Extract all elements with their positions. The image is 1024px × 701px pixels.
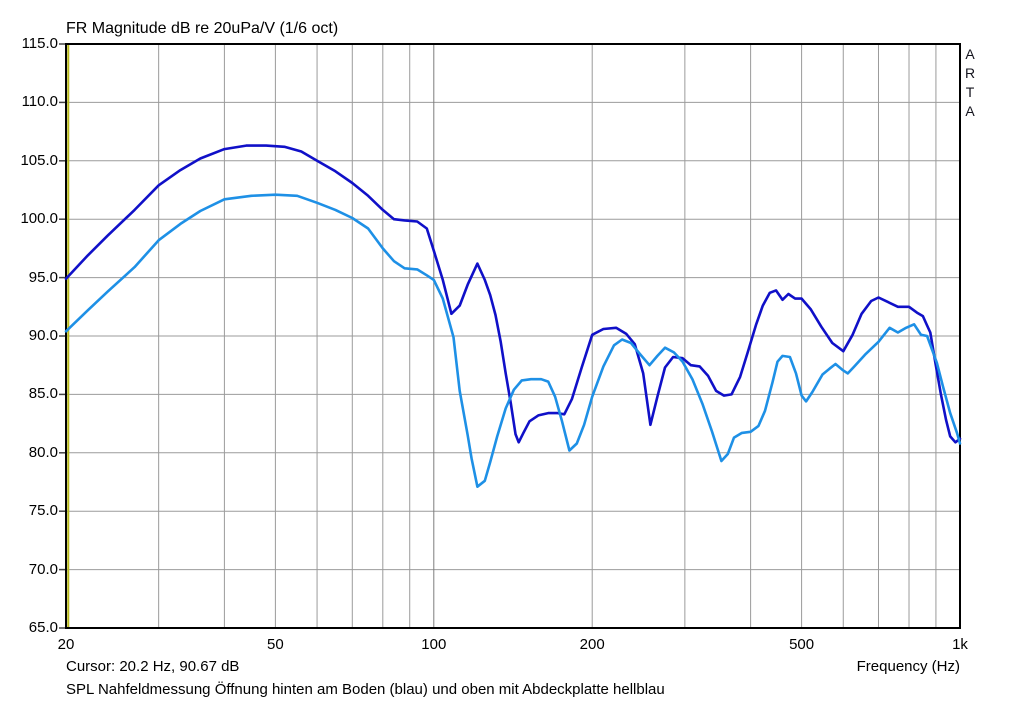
x-axis-tick-label: 200: [579, 636, 605, 653]
cursor-readout: Cursor: 20.2 Hz, 90.67 dB: [66, 658, 240, 675]
y-axis-tick-label: 110.0: [21, 93, 58, 111]
x-axis-tick-label: 100: [421, 636, 447, 653]
y-axis-tick-label: 75.0: [28, 502, 58, 520]
y-axis-tick-label: 80.0: [28, 443, 58, 461]
y-axis-tick-marks: [59, 43, 65, 629]
y-axis-tick-label: 65.0: [28, 619, 58, 636]
y-axis-tick-label: 100.0: [20, 210, 58, 228]
x-axis-tick-label: 1k: [952, 636, 968, 653]
y-axis-tick-label: 115.0: [21, 35, 58, 52]
x-axis-title: Frequency (Hz): [856, 658, 960, 675]
series-blau-curve: [64, 144, 962, 444]
x-axis-tick-label: 20: [57, 636, 75, 653]
y-axis-tick-label: 95.0: [28, 268, 58, 286]
y-axis-tick-label: 105.0: [20, 151, 58, 169]
y-axis-tick-label: 70.0: [28, 560, 58, 578]
x-axis-tick-label: 500: [789, 636, 815, 653]
measurement-annotation: SPL Nahfeldmessung Öffnung hinten am Bod…: [66, 681, 665, 698]
y-axis-tick-label: 90.0: [28, 327, 58, 344]
plot-border: [65, 43, 961, 629]
chart-title: FR Magnitude dB re 20uPa/V (1/6 oct): [66, 20, 339, 37]
series-hellblau-curve: [64, 193, 962, 489]
grid-lines: [66, 44, 960, 628]
arta-watermark: A R T A: [964, 46, 976, 119]
y-axis-tick-label: 85.0: [28, 385, 58, 403]
x-axis-tick-label: 50: [267, 636, 284, 653]
